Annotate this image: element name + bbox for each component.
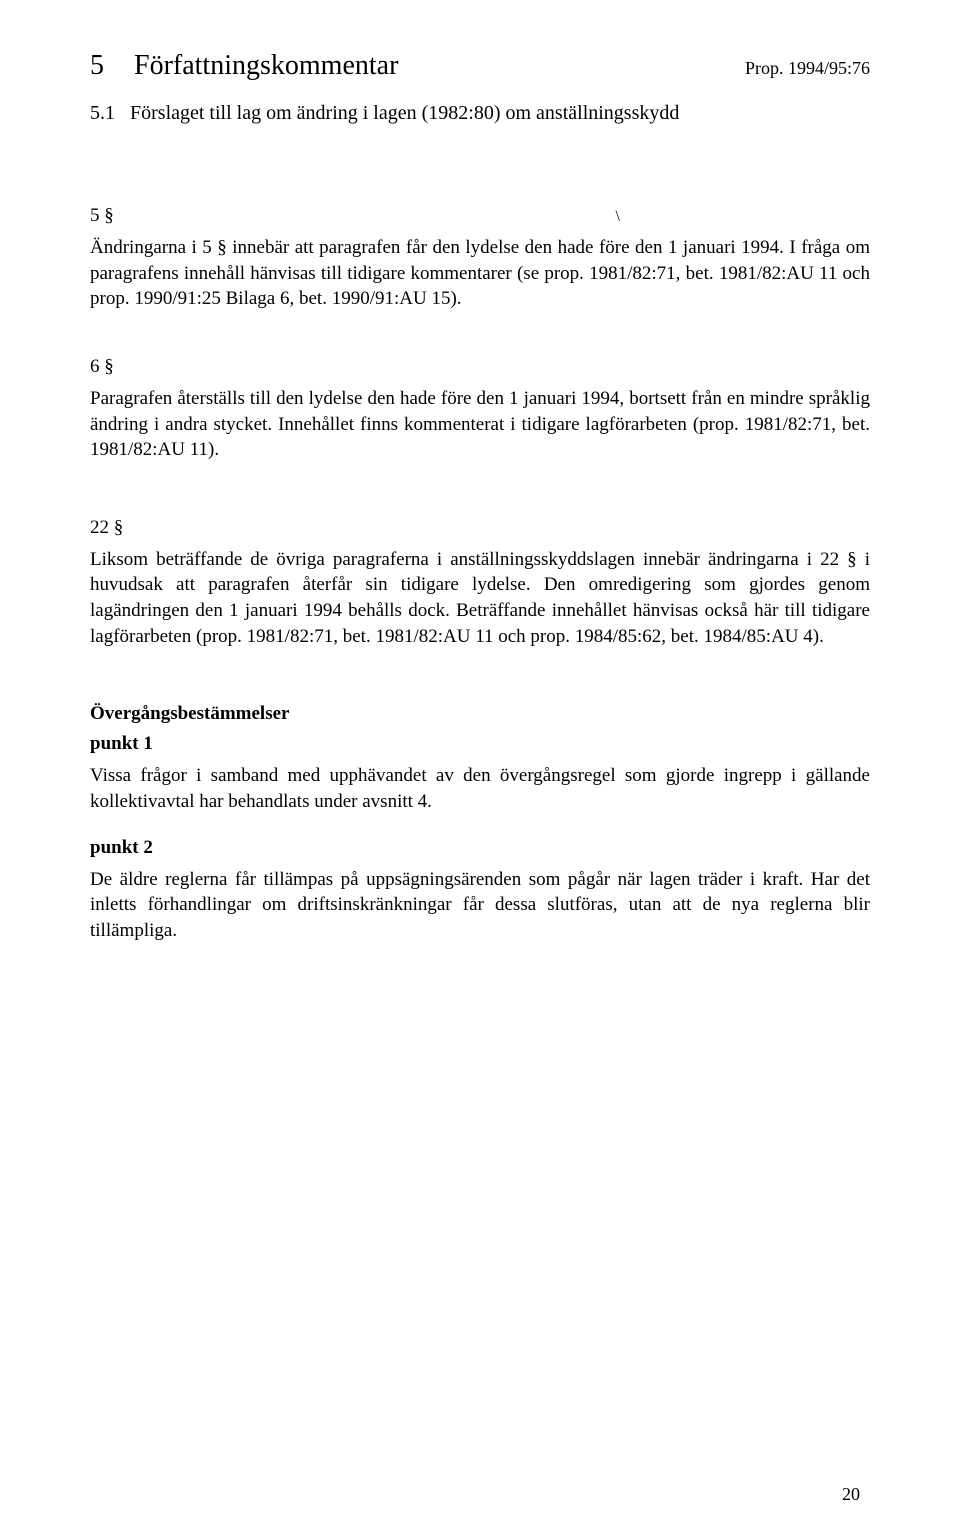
section-number: 5.1 [90, 102, 130, 125]
paragraph-22-heading: 22 § [90, 517, 870, 539]
chapter-title-wrap: 5 Författningskommentar [90, 50, 398, 82]
chapter-title: Författningskommentar [134, 50, 398, 81]
paragraph-6-heading: 6 § [90, 356, 870, 378]
punkt-1-text: Vissa frågor i samband med upphävandet a… [90, 763, 870, 814]
transitional-heading: Övergångsbestämmelser [90, 703, 870, 725]
paragraph-5-heading-row: 5 § \ [90, 183, 870, 235]
punkt-2-heading: punkt 2 [90, 837, 870, 859]
punkt-2-text: De äldre reglerna får tillämpas på uppsä… [90, 867, 870, 944]
section-heading: 5.1 Förslaget till lag om ändring i lage… [90, 102, 870, 125]
tick-mark: \ [616, 208, 620, 226]
chapter-number: 5 [90, 50, 130, 82]
prop-reference: Prop. 1994/95:76 [745, 58, 870, 79]
section-title: Förslaget till lag om ändring i lagen (1… [130, 102, 679, 125]
paragraph-5-heading: 5 § [90, 205, 114, 227]
paragraph-6-text: Paragrafen återställs till den lydelse d… [90, 386, 870, 463]
punkt-1-heading: punkt 1 [90, 733, 870, 755]
paragraph-22-text: Liksom beträffande de övriga paragrafern… [90, 547, 870, 650]
chapter-header: 5 Författningskommentar Prop. 1994/95:76 [90, 50, 870, 82]
page-number: 20 [842, 1484, 860, 1505]
paragraph-5-text: Ändringarna i 5 § innebär att paragrafen… [90, 235, 870, 312]
